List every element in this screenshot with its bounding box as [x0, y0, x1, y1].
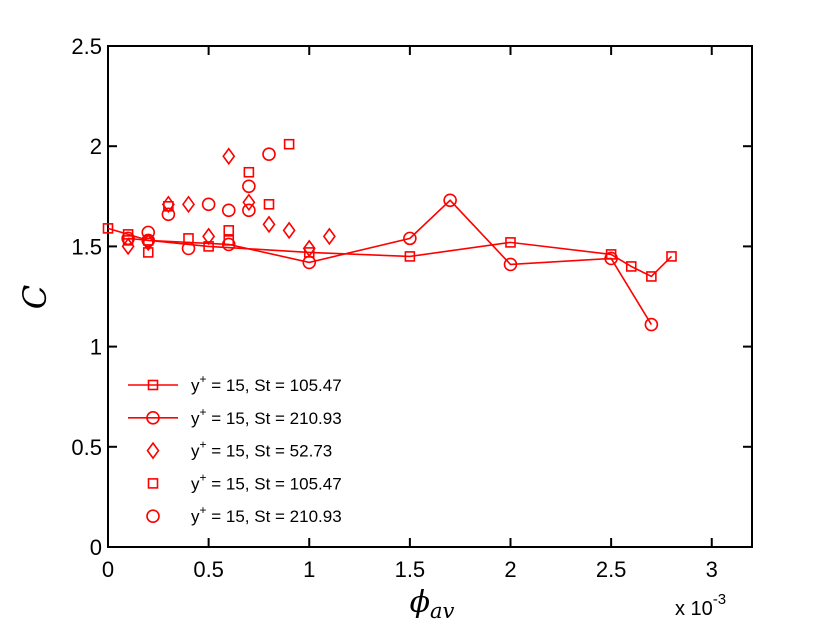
series-4-point	[223, 235, 235, 246]
legend-label: y+ = 15, St = 52.73	[191, 438, 332, 461]
series-1-point	[666, 251, 677, 262]
series-1-point	[505, 237, 516, 248]
y-tick-label: 1	[90, 335, 102, 360]
y-tick-label: 0	[90, 535, 102, 560]
legend-marker	[146, 509, 160, 524]
series-5-point	[181, 241, 196, 256]
series-4-point	[142, 247, 154, 258]
plot-border	[107, 45, 753, 548]
x-axis-multiplier-base: x 10	[675, 598, 713, 620]
series-1-point	[625, 261, 637, 272]
y-tick-label: 2	[90, 134, 102, 159]
x-axis-multiplier-exp: -3	[713, 591, 726, 608]
x-tick-label: 0	[102, 557, 114, 582]
series-3-point	[222, 147, 236, 166]
x-tick-label: 3	[706, 557, 718, 582]
series-3-point	[322, 227, 336, 246]
x-axis-label-main: ϕ	[410, 585, 430, 620]
series-1-point	[203, 241, 214, 252]
series-2-point	[221, 237, 236, 252]
series-4-point	[163, 201, 174, 212]
series-5-point	[242, 179, 256, 194]
series-5-point	[221, 203, 236, 218]
series-2-point	[503, 257, 518, 272]
x-axis-label-sub: av	[430, 599, 455, 623]
series-3-point	[182, 195, 195, 214]
series-3	[121, 147, 336, 258]
legend-marker	[146, 410, 160, 425]
series-3-point	[121, 237, 135, 256]
y-tick-label: 2.5	[71, 34, 102, 59]
x-axis-label: ϕav	[410, 585, 455, 623]
series-5-point	[242, 203, 256, 218]
series-4-point	[263, 199, 275, 210]
series-1-point	[404, 251, 416, 262]
series-2-point	[644, 317, 659, 332]
series-1-point	[102, 223, 114, 234]
legend: y+ = 15, St = 105.47 y+ = 15, St = 210.93…	[128, 372, 342, 526]
tick-labels: 0 0.5 1 1.5 2 2.5 3 0 0.5 1 1.5 2 2.5	[71, 34, 717, 582]
y-tick-label: 1.5	[71, 234, 102, 259]
series-layer	[102, 138, 677, 332]
series-5	[141, 147, 276, 256]
series-2-point	[443, 193, 457, 208]
series-1-point	[646, 271, 657, 282]
legend-marker	[147, 478, 159, 489]
legend-label: y+ = 15, St = 105.47	[191, 470, 342, 493]
series-3-point	[141, 233, 155, 252]
series-3-point	[202, 227, 216, 246]
series-2	[121, 193, 659, 332]
x-tick-label: 2.5	[596, 557, 627, 582]
legend-label: y+ = 15, St = 210.93	[191, 405, 342, 428]
series-2-line	[128, 199, 653, 325]
series-4-point	[223, 225, 235, 236]
series-4-point	[243, 166, 255, 178]
legend-item-4: y+ = 15, St = 105.47	[147, 470, 342, 493]
series-3-point	[282, 221, 296, 240]
legend-item-2: y+ = 15, St = 210.93	[128, 405, 342, 428]
series-3-point	[302, 239, 316, 258]
series-3-point	[262, 215, 276, 234]
x-tick-label: 0.5	[193, 557, 224, 582]
x-tick-label: 1.5	[395, 557, 426, 582]
legend-label: y+ = 15, St = 210.93	[191, 503, 342, 526]
series-5-point	[161, 207, 176, 222]
series-5-point	[141, 225, 156, 240]
series-4	[122, 138, 295, 258]
legend-item-3: y+ = 15, St = 52.73	[146, 438, 332, 461]
x-axis-multiplier: x 10-3	[675, 591, 726, 620]
axis-ticks	[107, 45, 752, 548]
series-2-point	[604, 251, 618, 266]
series-5-point	[201, 197, 216, 212]
series-3-point	[242, 193, 256, 212]
x-tick-label: 1	[303, 557, 315, 582]
plot-frame	[107, 45, 753, 548]
legend-item-5: y+ = 15, St = 210.93	[146, 503, 342, 526]
legend-item-1: y+ = 15, St = 105.47	[128, 372, 342, 395]
series-4-point	[283, 138, 295, 150]
series-4-point	[122, 235, 134, 246]
legend-marker	[147, 379, 159, 391]
x-tick-label: 2	[504, 557, 516, 582]
series-2-point	[403, 231, 417, 246]
legend-label: y+ = 15, St = 105.47	[191, 372, 342, 395]
legend-marker	[146, 441, 160, 460]
series-5-point	[262, 147, 276, 162]
y-axis-label: C	[16, 285, 54, 309]
y-tick-label: 0.5	[71, 435, 102, 460]
series-1-line	[107, 227, 673, 278]
